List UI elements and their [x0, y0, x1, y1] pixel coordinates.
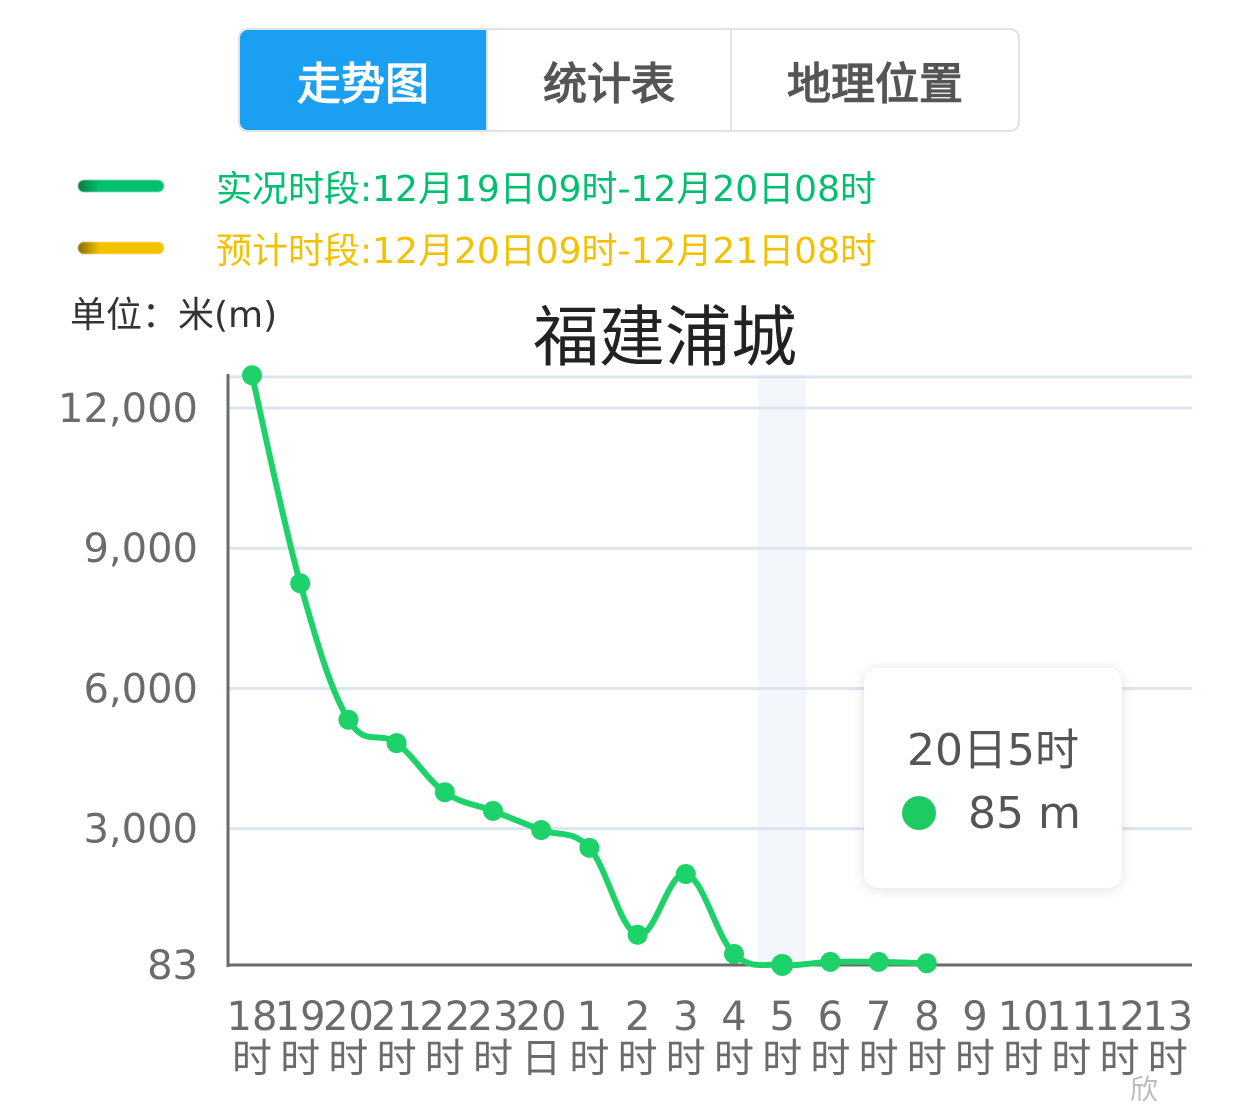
x-tick-label-unit: 时 [666, 1036, 706, 1082]
data-point [724, 943, 744, 964]
tab-trend-chart[interactable]: 走势图 [240, 30, 488, 130]
y-tick-label: 12,000 [58, 386, 198, 432]
x-tick-label-unit: 时 [232, 1036, 272, 1082]
x-tick-label: 20 [323, 994, 374, 1040]
tab-statistics-table[interactable]: 统计表 [488, 30, 732, 130]
legend-swatch-forecast [78, 242, 164, 254]
x-tick-label-unit: 时 [1051, 1036, 1091, 1082]
x-tick-label: 10 [998, 994, 1049, 1040]
x-tick-label-unit: 时 [280, 1036, 320, 1082]
unit-label: 单位：米(m) [70, 295, 278, 336]
x-tick-label-unit: 时 [762, 1036, 802, 1082]
data-point [771, 953, 794, 976]
x-tick-label-unit: 时 [377, 1036, 417, 1082]
data-point [386, 733, 407, 754]
x-tick-label: 5 [769, 994, 794, 1040]
data-point [820, 951, 841, 972]
x-tick-label-unit: 时 [955, 1036, 995, 1082]
data-point [290, 573, 311, 594]
legend-text-observed: 实况时段:12月19日09时-12月20日08时 [216, 169, 876, 210]
x-tick-label: 19 [275, 994, 326, 1040]
x-tick-label: 18 [227, 994, 278, 1040]
data-point [531, 820, 552, 841]
x-tick-label-unit: 时 [1100, 1036, 1140, 1082]
x-tick-label-unit: 时 [618, 1036, 658, 1082]
x-tick-label: 1 [577, 994, 602, 1040]
tooltip-time: 20日5时 [907, 725, 1079, 776]
data-point [868, 951, 889, 972]
x-tick-label: 3 [673, 994, 698, 1040]
x-tick-label-unit: 时 [859, 1036, 899, 1082]
x-tick-label-unit: 日 [521, 1036, 561, 1082]
series-line [249, 372, 930, 969]
x-tick-label-unit: 时 [810, 1036, 850, 1082]
x-tick-label: 21 [371, 994, 422, 1040]
y-tick-label: 6,000 [83, 666, 198, 712]
tab-bar: 走势图 统计表 地理位置 [238, 28, 1020, 132]
x-tick-label-unit: 时 [714, 1036, 754, 1082]
data-point [483, 800, 503, 821]
watermark: 欣 [1130, 1073, 1159, 1106]
data-point [242, 365, 262, 386]
x-tick-label: 23 [468, 994, 519, 1040]
x-tick-label-unit: 时 [1003, 1036, 1043, 1082]
data-point [627, 924, 648, 945]
legend-observed: 实况时段:12月19日09时-12月20日08时 [78, 164, 876, 210]
y-tick-label: 9,000 [83, 526, 198, 572]
x-tick-label: 8 [914, 994, 939, 1040]
y-tick-label: 83 [147, 943, 198, 989]
x-tick-label: 13 [1142, 994, 1193, 1040]
x-tick-label-unit: 时 [907, 1036, 947, 1082]
data-point [916, 953, 937, 974]
tab-location[interactable]: 地理位置 [787, 59, 963, 110]
x-tick-label: 2 [625, 994, 650, 1040]
legend-text-forecast: 预计时段:12月20日09时-12月21日08时 [216, 231, 876, 272]
x-tick-label-unit: 时 [425, 1036, 465, 1082]
y-tick-label: 3,000 [83, 807, 198, 853]
data-point [338, 709, 359, 730]
x-tick-label-unit: 时 [569, 1036, 609, 1082]
legend-swatch-observed [78, 180, 164, 192]
tooltip: 20日5时 85 m [864, 668, 1122, 888]
x-tick-label: 12 [1094, 994, 1145, 1040]
data-point [675, 863, 696, 884]
tooltip-series-dot [902, 796, 936, 830]
x-tick-label: 20 [516, 994, 567, 1040]
x-tick-label-unit: 时 [1148, 1036, 1188, 1082]
x-tick-label: 6 [818, 994, 843, 1040]
x-tick-label: 4 [721, 994, 746, 1040]
x-tick-label: 11 [1046, 994, 1097, 1040]
chart-title: 福建浦城 [533, 299, 797, 376]
x-tick-label: 22 [419, 994, 470, 1040]
tooltip-value: 85 m [968, 788, 1081, 839]
data-point [434, 782, 455, 803]
legend-forecast: 预计时段:12月20日09时-12月21日08时 [78, 226, 876, 272]
x-tick-label: 9 [962, 994, 987, 1040]
highlight-band [758, 374, 807, 965]
x-tick-label-unit: 时 [473, 1036, 513, 1082]
data-point [579, 837, 600, 858]
x-tick-label-unit: 时 [328, 1036, 368, 1082]
x-tick-label: 7 [866, 994, 891, 1040]
